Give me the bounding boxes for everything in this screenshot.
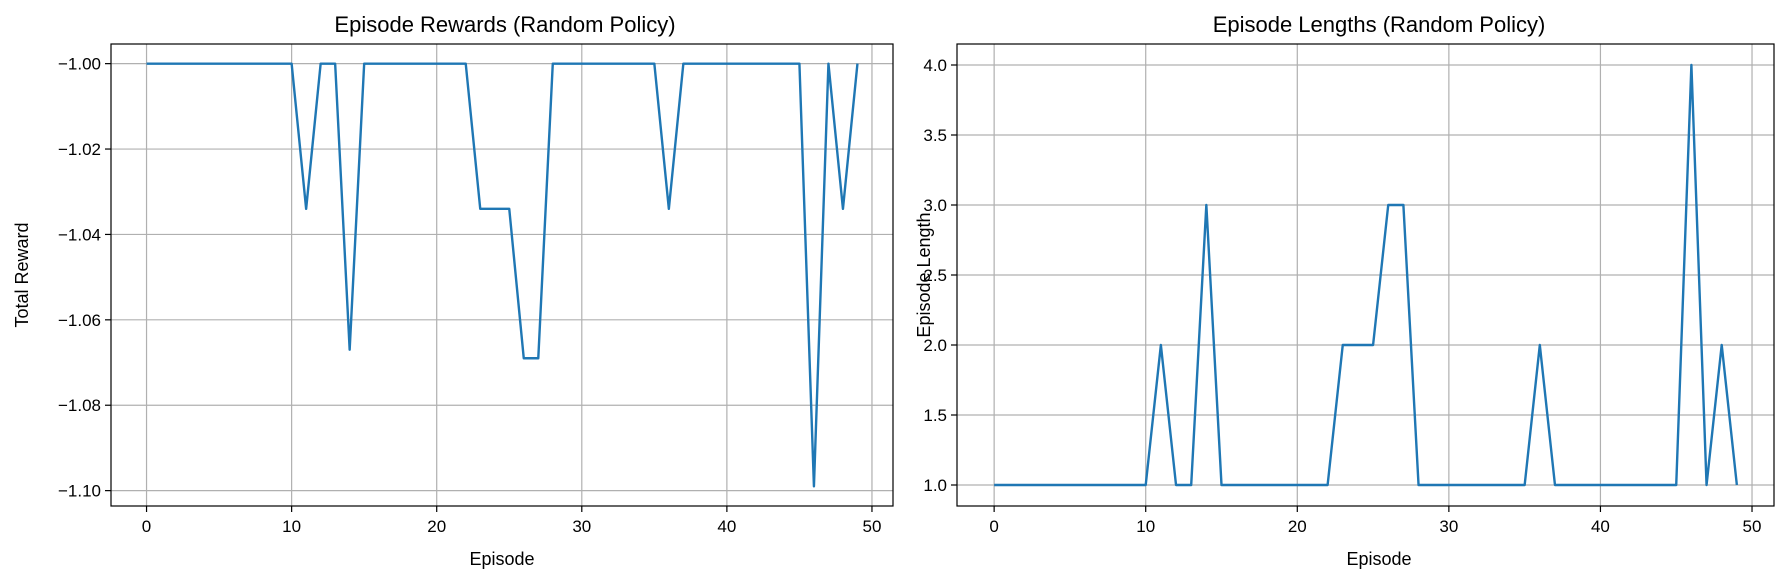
plot-frame — [110, 43, 894, 507]
ticks: 0 10 20 30 40 50 −1.00 −1.02 −1.04 −1.06 −1.08 −1.1… — [58, 55, 881, 536]
y-tick-label: 2.5 — [923, 266, 947, 285]
y-tick-label: 3.5 — [923, 126, 947, 145]
x-axis-label: Episode — [469, 549, 534, 569]
y-tick-label: −1.10 — [58, 482, 101, 501]
x-tick-label: 30 — [1439, 517, 1458, 536]
rewards-chart: Episode Rewards (Random Policy) 0 10 20 30 4… — [12, 12, 894, 569]
x-axis-label: Episode — [1346, 549, 1411, 569]
x-tick-label: 50 — [863, 517, 882, 536]
chart-title: Episode Lengths (Random Policy) — [1213, 12, 1546, 37]
x-tick-label: 0 — [142, 517, 151, 536]
y-tick-label: −1.02 — [58, 140, 101, 159]
x-tick-label: 30 — [572, 517, 591, 536]
x-tick-label: 20 — [427, 517, 446, 536]
x-tick-label: 10 — [282, 517, 301, 536]
y-tick-label: 3.0 — [923, 196, 947, 215]
y-tick-label: −1.08 — [58, 396, 101, 415]
y-tick-label: 1.0 — [923, 476, 947, 495]
x-tick-label: 20 — [1288, 517, 1307, 536]
x-tick-label: 50 — [1743, 517, 1762, 536]
ticks: 0 10 20 30 40 50 1.0 1.5 2.0 2.5 3.0 3.5 4.0 — [923, 56, 1761, 536]
series-line — [146, 62, 859, 488]
lengths-chart: Episode Lengths (Random Policy) 0 10 20 30 4… — [914, 12, 1775, 569]
y-tick-label: 2.0 — [923, 336, 947, 355]
y-tick-label: −1.04 — [58, 225, 101, 244]
y-tick-label: −1.06 — [58, 311, 101, 330]
x-tick-label: 10 — [1136, 517, 1155, 536]
y-tick-label: −1.00 — [58, 55, 101, 74]
y-axis-label: Total Reward — [12, 222, 32, 327]
y-axis-label: Episode Length — [914, 212, 934, 337]
x-tick-label: 40 — [1591, 517, 1610, 536]
y-tick-label: 4.0 — [923, 56, 947, 75]
chart-title: Episode Rewards (Random Policy) — [334, 12, 675, 37]
x-tick-label: 40 — [717, 517, 736, 536]
series-line — [994, 63, 1739, 487]
x-tick-label: 0 — [989, 517, 998, 536]
series-layer — [146, 62, 859, 488]
y-tick-label: 1.5 — [923, 406, 947, 425]
series-layer — [994, 63, 1739, 487]
